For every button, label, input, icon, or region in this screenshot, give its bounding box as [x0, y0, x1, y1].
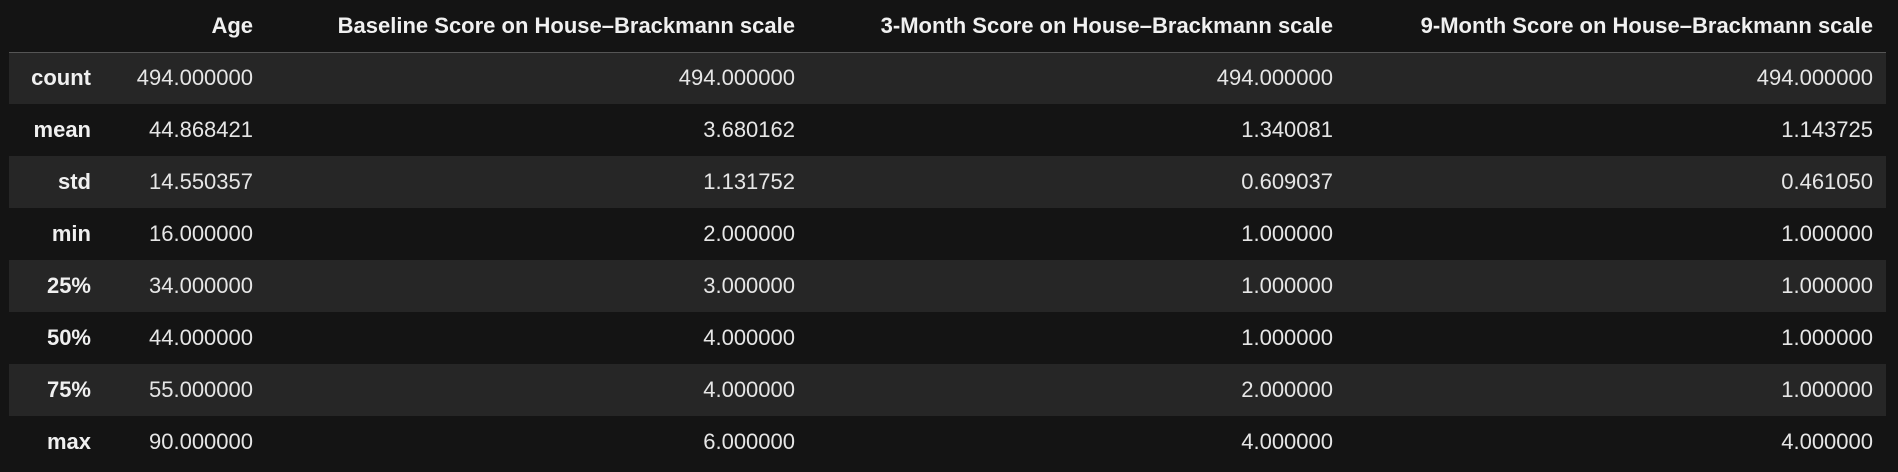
- column-header-3-month-score: 3-Month Score on House–Brackmann scale: [808, 0, 1346, 53]
- row-label: min: [51, 221, 91, 246]
- table-cell: 44.868421: [149, 117, 253, 142]
- table-cell: 1.000000: [1781, 221, 1873, 246]
- row-label: std: [58, 169, 91, 194]
- table-cell: 55.000000: [149, 377, 253, 402]
- table-cell: 34.000000: [149, 273, 253, 298]
- row-label: count: [31, 65, 91, 91]
- table-cell: 1.000000: [1241, 273, 1333, 298]
- table-cell: 0.609037: [1241, 169, 1333, 194]
- table-row-max: max 90.000000 6.000000 4.000000 4.000000: [9, 416, 1886, 468]
- row-label: mean: [33, 117, 91, 142]
- table-cell: 3.000000: [703, 273, 795, 298]
- table-cell: 2.000000: [1241, 377, 1333, 402]
- table-row-count: count 494.000000 494.000000 494.000000 4…: [9, 52, 1886, 104]
- table-cell: 1.000000: [1781, 377, 1873, 402]
- table-cell: 4.000000: [703, 325, 795, 350]
- table-row-25-percent: 25% 34.000000 3.000000 1.000000 1.000000: [9, 260, 1886, 312]
- row-label: 25%: [46, 273, 91, 298]
- describe-table: Age Baseline Score on House–Brackmann sc…: [9, 0, 1886, 468]
- column-header-baseline-score: Baseline Score on House–Brackmann scale: [266, 0, 808, 53]
- table-cell: 3.680162: [703, 117, 795, 142]
- index-header: [9, 0, 104, 53]
- column-header-age: Age: [104, 0, 266, 53]
- row-label: 50%: [46, 325, 91, 350]
- table-row-mean: mean 44.868421 3.680162 1.340081 1.14372…: [9, 104, 1886, 156]
- table-cell: 90.000000: [149, 429, 253, 454]
- table-cell: 4.000000: [1241, 429, 1333, 454]
- table-cell: 2.000000: [703, 221, 795, 246]
- table-row-std: std 14.550357 1.131752 0.609037 0.461050: [9, 156, 1886, 208]
- table-cell: 1.000000: [1241, 221, 1333, 246]
- table-cell: 1.131752: [703, 169, 795, 194]
- table-cell: 1.340081: [1241, 117, 1333, 142]
- table-cell: 1.000000: [1781, 325, 1873, 350]
- table-cell: 494.000000: [678, 65, 795, 91]
- table-cell: 14.550357: [149, 169, 253, 194]
- table-cell: 1.000000: [1241, 325, 1333, 350]
- table-cell: 4.000000: [703, 377, 795, 402]
- table-cell: 1.000000: [1781, 273, 1873, 298]
- column-header-9-month-score: 9-Month Score on House–Brackmann scale: [1346, 0, 1886, 53]
- table-cell: 44.000000: [149, 325, 253, 350]
- table-cell: 16.000000: [149, 221, 253, 246]
- row-label: 75%: [46, 377, 91, 402]
- table-row-75-percent: 75% 55.000000 4.000000 2.000000 1.000000: [9, 364, 1886, 416]
- row-label: max: [46, 429, 91, 454]
- table-row-min: min 16.000000 2.000000 1.000000 1.000000: [9, 208, 1886, 260]
- table-cell: 0.461050: [1781, 169, 1873, 194]
- table-cell: 1.143725: [1781, 117, 1873, 142]
- table-cell: 494.000000: [136, 65, 253, 91]
- table-cell: 494.000000: [1756, 65, 1873, 91]
- table-cell: 494.000000: [1216, 65, 1333, 91]
- table-row-50-percent: 50% 44.000000 4.000000 1.000000 1.000000: [9, 312, 1886, 364]
- table-cell: 6.000000: [703, 429, 795, 454]
- table-header-row: Age Baseline Score on House–Brackmann sc…: [9, 0, 1886, 53]
- table-cell: 4.000000: [1781, 429, 1873, 454]
